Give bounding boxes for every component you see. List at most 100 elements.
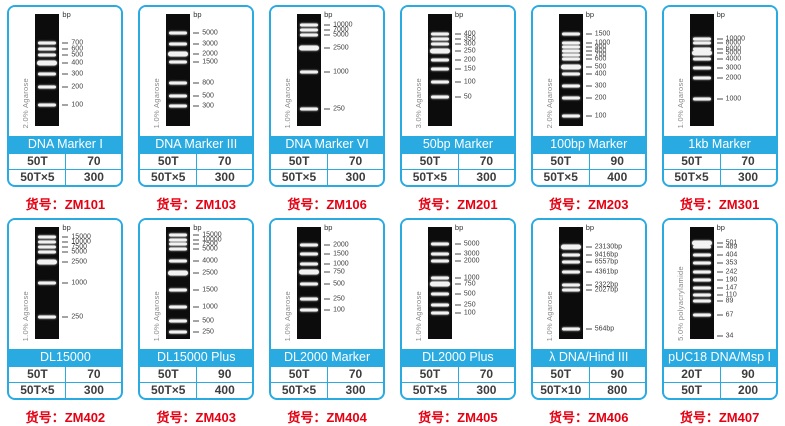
spec-table: 50T 90 50T×5 400 xyxy=(140,366,253,398)
gel-band xyxy=(169,247,188,251)
product-card: 1.0% Agarose bp 5000 3000 2000 1000 750 500 25… xyxy=(399,218,516,400)
gel-band xyxy=(169,81,188,85)
gel-band xyxy=(692,47,711,51)
catalog-label: 货号： xyxy=(287,197,327,212)
spec-row: 50T 70 xyxy=(401,366,514,382)
band-size-label: 4000 xyxy=(202,257,218,265)
band-size-label: 147 xyxy=(725,284,738,292)
product-cell: 1.0% Agarose bp 15000 10000 7500 5000 2500 10… xyxy=(0,213,131,426)
gel-lane xyxy=(297,227,322,339)
gel-band xyxy=(561,32,580,36)
band-size-label: 6557bp xyxy=(594,258,619,266)
gel-band xyxy=(691,240,712,246)
band-size-label: 1000 xyxy=(725,95,742,103)
spec-row: 50T 90 xyxy=(140,366,253,382)
gel-band xyxy=(692,278,711,282)
band-ruler: 10000 8000 6000 5000 4000 3000 2000 1000 xyxy=(716,14,774,126)
gel-image: 1.0% Agarose bp 5000 3000 2000 1500 800 500 30… xyxy=(140,7,253,136)
band-tick xyxy=(324,309,331,311)
gel-band xyxy=(430,67,449,71)
spec-cell: 300 xyxy=(327,383,383,398)
band-tick xyxy=(716,98,723,100)
spec-cell: 70 xyxy=(65,154,121,169)
catalog-code: ZM103 xyxy=(195,197,236,212)
gel-medium-label: 1.0% Agarose xyxy=(152,290,162,341)
band-size-label: 190 xyxy=(725,276,738,284)
gel-image: 1.0% Agarose bp 10000 7000 5000 2500 1000 250 xyxy=(271,7,384,136)
spec-cell: 70 xyxy=(719,154,776,169)
gel-image: 1.0% Agarose bp 5000 3000 2000 1000 750 500 25… xyxy=(401,220,514,349)
spec-cell: 90 xyxy=(719,367,776,382)
band-size-label: 100 xyxy=(594,112,607,120)
band-tick xyxy=(62,86,69,88)
band-tick xyxy=(193,306,200,308)
catalog-label: 货号： xyxy=(25,197,65,212)
band-tick xyxy=(716,67,723,69)
spec-cell: 400 xyxy=(588,170,645,185)
band-tick xyxy=(193,43,200,45)
gel-lane xyxy=(558,14,583,126)
gel-band xyxy=(561,53,580,57)
band-tick xyxy=(585,261,592,263)
band-size-label: 750 xyxy=(463,280,476,288)
band-size-label: 489 xyxy=(725,243,738,251)
spec-cell: 70 xyxy=(327,154,383,169)
spec-table: 50T 90 50T×5 400 xyxy=(532,153,645,185)
band-tick xyxy=(324,108,331,110)
band-size-label: 800 xyxy=(202,79,214,87)
band-size-label: 3000 xyxy=(725,64,742,72)
bp-unit-label: bp xyxy=(585,10,595,19)
spec-cell: 70 xyxy=(457,154,514,169)
band-size-label: 100 xyxy=(463,78,476,86)
band-size-label: 100 xyxy=(333,306,345,314)
catalog-code: ZM106 xyxy=(326,197,367,212)
band-size-label: 300 xyxy=(71,70,84,78)
spec-table: 50T 70 50T×5 300 xyxy=(401,366,514,398)
band-tick xyxy=(193,260,200,262)
bp-unit-label: bp xyxy=(716,223,725,232)
gel-image: 1.0% Agarose bp 23130bp 9416bp 6557bp 4361b… xyxy=(532,220,645,349)
gel-medium-label: 1.0% Agarose xyxy=(152,77,162,128)
product-name: DNA Marker III xyxy=(140,136,253,153)
band-tick xyxy=(454,312,461,314)
band-size-label: 600 xyxy=(594,55,607,63)
band-size-label: 400 xyxy=(463,30,476,38)
bp-unit-label: bp xyxy=(193,10,202,19)
gel-band xyxy=(169,238,188,242)
band-tick xyxy=(585,289,592,291)
band-ruler: 15000 10000 7500 5000 2500 1000 250 xyxy=(62,227,119,339)
gel-band xyxy=(692,313,711,317)
spec-row: 50T 90 xyxy=(532,366,645,382)
gel-lane xyxy=(558,227,583,339)
band-size-label: 89 xyxy=(725,297,734,305)
spec-row: 20T 90 xyxy=(663,366,776,382)
bp-unit-label: bp xyxy=(193,223,202,232)
band-size-label: 750 xyxy=(333,268,345,276)
gel-band xyxy=(430,95,449,99)
band-size-label: 2500 xyxy=(333,44,349,52)
band-ruler: 5000 3000 2000 1000 750 500 250 100 xyxy=(454,227,512,339)
band-tick xyxy=(585,46,592,48)
band-size-label: 500 xyxy=(463,290,476,298)
band-size-label: 5000 xyxy=(463,240,480,248)
gel-band xyxy=(561,327,580,331)
band-ruler: 501 489 404 353 242 190 147 110 89 67 34 xyxy=(716,227,774,339)
product-card: 1.0% Agarose bp 10000 7000 5000 2500 1000 250… xyxy=(269,5,386,187)
band-size-label: 1500 xyxy=(202,58,218,66)
band-tick xyxy=(716,246,723,248)
band-size-label: 200 xyxy=(594,94,607,102)
band-tick xyxy=(62,316,69,318)
product-card: 1.0% Agarose bp 23130bp 9416bp 6557bp 4361b… xyxy=(530,218,647,400)
catalog-label: 货号： xyxy=(156,197,196,212)
gel-band xyxy=(429,281,450,287)
band-ruler: 2000 1500 1000 750 500 250 100 xyxy=(324,227,381,339)
product-name: DNA Marker VI xyxy=(271,136,384,153)
spec-row: 50T×10 800 xyxy=(532,382,645,398)
gel-band xyxy=(692,293,711,297)
spec-cell: 50T xyxy=(681,383,702,397)
product-name: DL2000 Plus xyxy=(401,349,514,366)
product-name: DL15000 xyxy=(9,349,122,366)
gel-band xyxy=(561,45,580,49)
spec-row: 50T×5 300 xyxy=(9,169,122,185)
